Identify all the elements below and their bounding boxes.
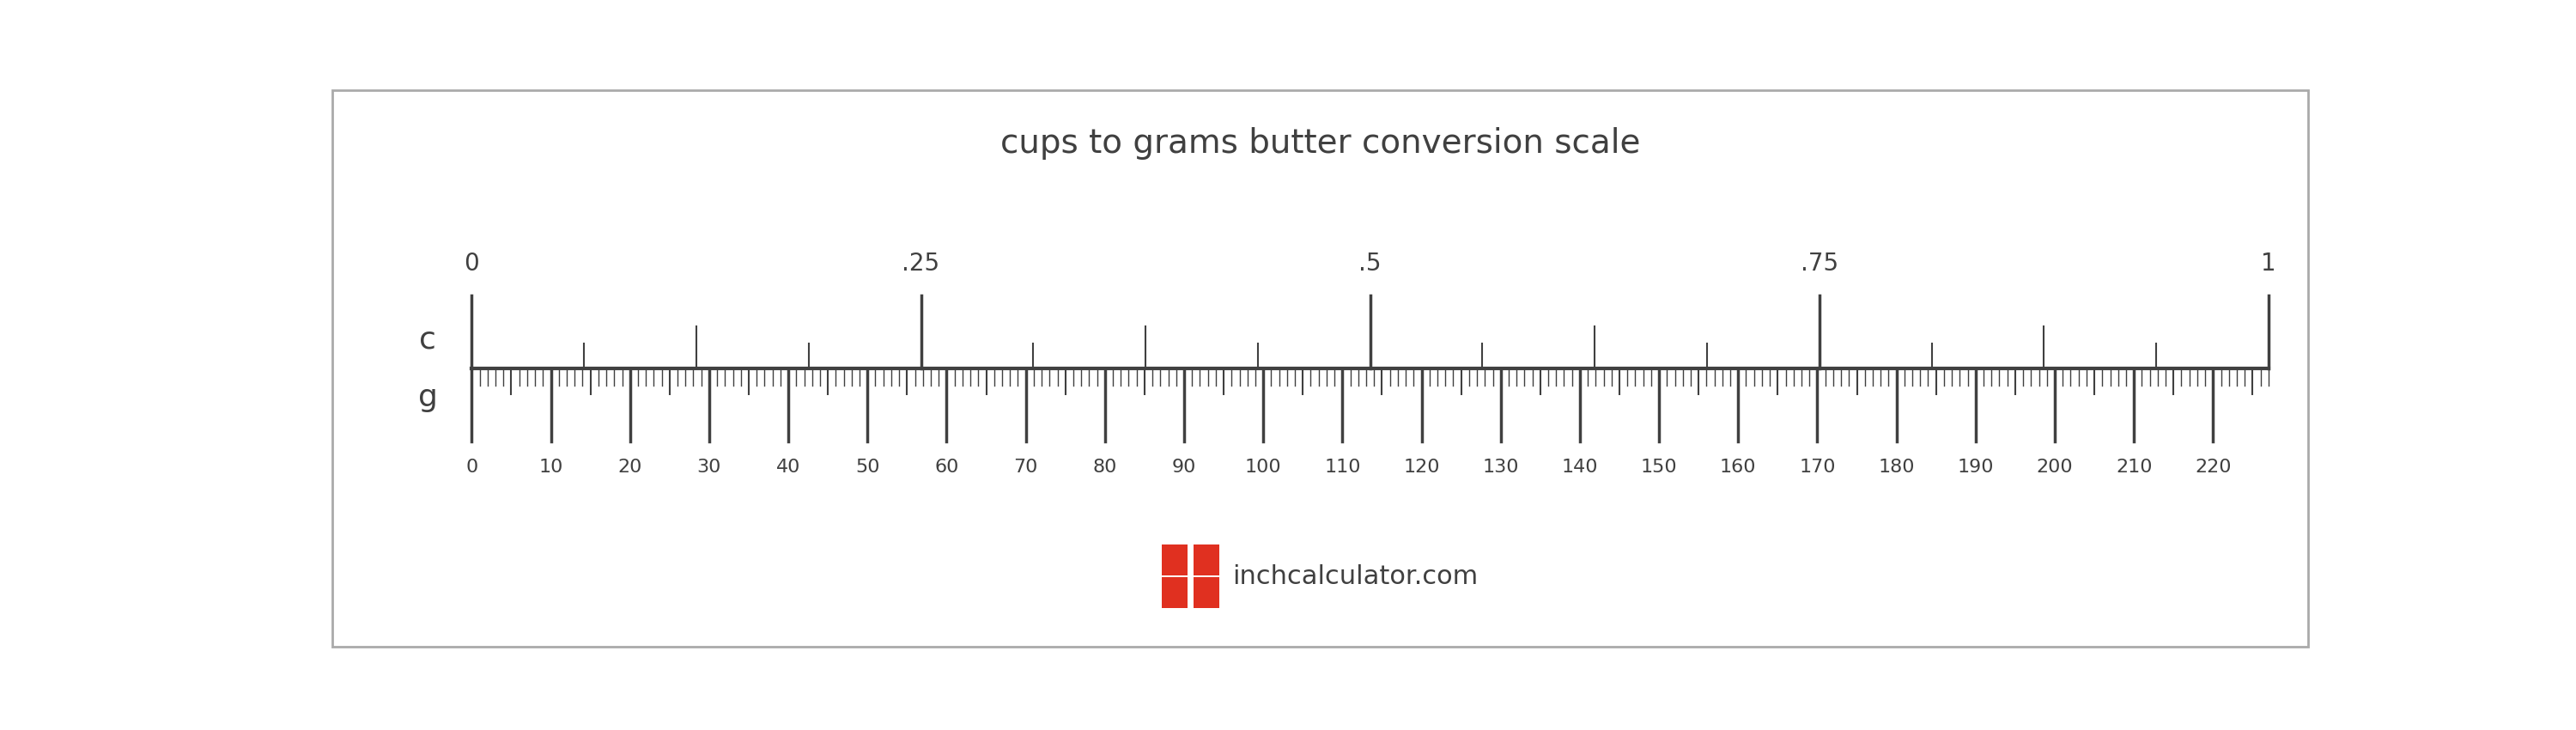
Bar bbox=[1193, 545, 1218, 576]
Text: 70: 70 bbox=[1012, 458, 1038, 476]
Text: 170: 170 bbox=[1798, 458, 1837, 476]
Text: 90: 90 bbox=[1172, 458, 1195, 476]
Text: 200: 200 bbox=[2038, 458, 2074, 476]
Text: 0: 0 bbox=[466, 458, 479, 476]
Text: 180: 180 bbox=[1878, 458, 1914, 476]
Text: 110: 110 bbox=[1324, 458, 1360, 476]
Text: 60: 60 bbox=[935, 458, 958, 476]
Text: g: g bbox=[417, 383, 438, 412]
Text: 50: 50 bbox=[855, 458, 881, 476]
Text: 150: 150 bbox=[1641, 458, 1677, 476]
Text: 210: 210 bbox=[2115, 458, 2151, 476]
Text: .25: .25 bbox=[902, 252, 940, 276]
Text: 190: 190 bbox=[1958, 458, 1994, 476]
Text: 80: 80 bbox=[1092, 458, 1118, 476]
Text: .75: .75 bbox=[1801, 252, 1839, 276]
Text: 160: 160 bbox=[1721, 458, 1757, 476]
Text: 0: 0 bbox=[464, 252, 479, 276]
Text: 130: 130 bbox=[1481, 458, 1520, 476]
Text: 140: 140 bbox=[1561, 458, 1597, 476]
Text: 1: 1 bbox=[2262, 252, 2277, 276]
Bar bbox=[1162, 577, 1188, 608]
Text: 40: 40 bbox=[775, 458, 801, 476]
Text: inchcalculator.com: inchcalculator.com bbox=[1231, 564, 1479, 589]
Text: .5: .5 bbox=[1358, 252, 1381, 276]
Text: 10: 10 bbox=[538, 458, 564, 476]
Text: 20: 20 bbox=[618, 458, 641, 476]
Text: cups to grams butter conversion scale: cups to grams butter conversion scale bbox=[999, 128, 1641, 160]
Text: 220: 220 bbox=[2195, 458, 2231, 476]
Bar bbox=[1162, 545, 1188, 576]
Bar bbox=[1193, 577, 1218, 608]
Text: 120: 120 bbox=[1404, 458, 1440, 476]
Text: c: c bbox=[420, 325, 435, 354]
Text: 100: 100 bbox=[1244, 458, 1280, 476]
Text: 30: 30 bbox=[698, 458, 721, 476]
